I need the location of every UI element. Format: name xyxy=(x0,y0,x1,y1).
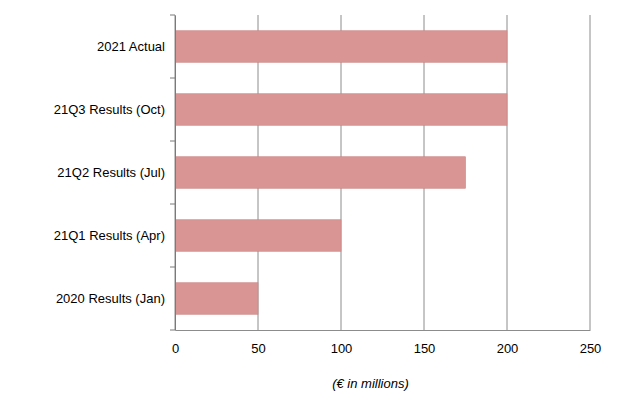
category-separator xyxy=(170,15,175,16)
x-axis: 0 50 100 150 200 250 xyxy=(172,330,601,356)
x-tick: 250 xyxy=(580,330,602,356)
category-separator xyxy=(170,78,175,79)
grid-line xyxy=(175,15,176,330)
x-tick-label: 150 xyxy=(414,341,436,356)
category-separator xyxy=(170,204,175,205)
bar xyxy=(175,157,466,189)
x-tick-label: 200 xyxy=(497,341,519,356)
category-separator xyxy=(170,267,175,268)
y-tick: 21Q1 Results (Apr) xyxy=(54,228,175,243)
x-tick: 50 xyxy=(251,330,265,356)
x-tick: 0 xyxy=(172,330,179,356)
bar xyxy=(175,94,507,126)
x-tick: 150 xyxy=(414,330,436,356)
category-separators xyxy=(170,15,175,330)
bar xyxy=(175,283,258,315)
bar xyxy=(175,220,341,252)
y-axis: 2021 Actual 21Q3 Results (Oct) 21Q2 Result… xyxy=(54,16,176,331)
category-separator xyxy=(170,141,175,142)
y-tick-label: 21Q2 Results (Jul) xyxy=(57,165,165,180)
x-tick: 100 xyxy=(331,330,353,356)
y-tick-label: 21Q1 Results (Apr) xyxy=(54,228,165,243)
x-tick-label: 100 xyxy=(331,341,353,356)
bar xyxy=(175,31,507,63)
grid xyxy=(175,15,590,330)
x-tick: 200 xyxy=(497,330,519,356)
x-tick-label: 250 xyxy=(580,341,602,356)
y-tick-label: 2021 Actual xyxy=(97,39,165,54)
chart: 0 50 100 150 200 250 2021 Actual 21Q3 Results (… xyxy=(0,0,640,415)
y-tick: 2021 Actual xyxy=(97,39,175,54)
x-axis-title: (€ in millions) xyxy=(332,376,409,391)
x-tick-label: 0 xyxy=(172,341,179,356)
x-axis-line xyxy=(176,330,591,331)
grid-line xyxy=(590,15,591,330)
x-tick-label: 50 xyxy=(251,341,265,356)
y-tick: 21Q2 Results (Jul) xyxy=(57,165,175,180)
y-axis-line xyxy=(175,16,176,331)
y-tick-label: 21Q3 Results (Oct) xyxy=(54,102,165,117)
y-tick-label: 2020 Results (Jan) xyxy=(56,291,165,306)
bars xyxy=(175,31,507,315)
category-separator xyxy=(170,330,175,331)
y-tick: 2020 Results (Jan) xyxy=(56,291,175,306)
y-tick: 21Q3 Results (Oct) xyxy=(54,102,175,117)
